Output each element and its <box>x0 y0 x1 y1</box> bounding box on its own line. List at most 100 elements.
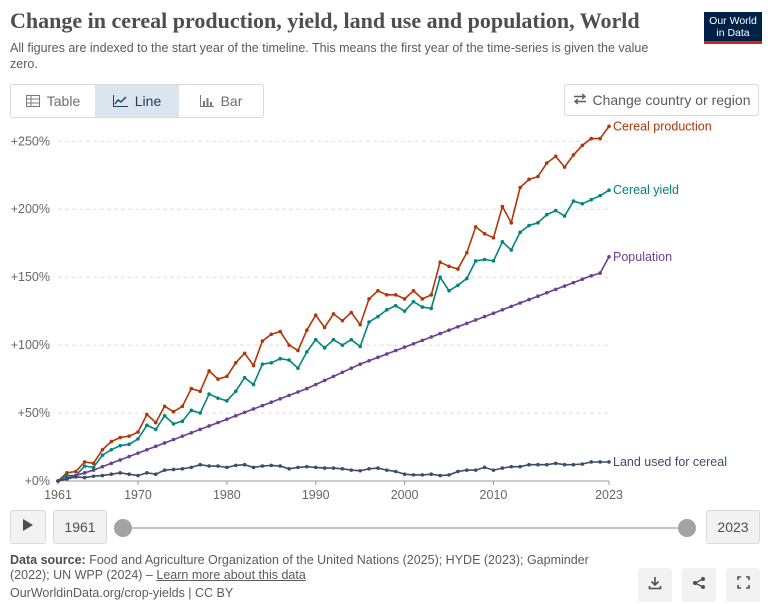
change-country-label: Change country or region <box>592 92 751 108</box>
data-point <box>393 469 398 474</box>
data-point <box>527 223 531 228</box>
tab-bar-label: Bar <box>220 93 243 109</box>
data-point <box>385 352 389 356</box>
data-point <box>118 471 123 475</box>
data-point <box>233 413 238 418</box>
owid-logo[interactable]: Our World in Data <box>704 12 762 44</box>
data-point <box>509 464 514 469</box>
data-point <box>553 154 558 159</box>
data-point <box>358 322 362 327</box>
data-point <box>527 462 531 467</box>
data-point <box>153 472 158 477</box>
data-point <box>331 312 336 316</box>
data-point <box>465 276 469 281</box>
data-point <box>127 434 131 438</box>
data-point <box>580 202 585 206</box>
data-point <box>598 136 602 141</box>
data-point <box>482 465 487 470</box>
data-point <box>171 409 176 414</box>
x-tick-label: 1961 <box>44 488 72 502</box>
data-point <box>447 288 451 293</box>
learn-more-link[interactable]: Learn more about this data <box>156 568 306 582</box>
data-point <box>589 460 594 464</box>
data-point <box>136 473 140 478</box>
data-point <box>340 370 345 375</box>
data-point <box>456 324 460 329</box>
data-point <box>296 366 300 371</box>
start-year-box[interactable]: 1961 <box>53 510 107 544</box>
data-point <box>278 396 282 401</box>
data-point <box>420 338 425 343</box>
data-point <box>393 303 398 308</box>
data-point <box>296 348 300 353</box>
data-point <box>456 267 460 271</box>
data-point <box>296 465 300 470</box>
data-point <box>402 345 407 349</box>
end-handle[interactable] <box>678 519 696 537</box>
series-line <box>57 461 609 482</box>
chart-subtitle: All figures are indexed to the start yea… <box>10 41 649 71</box>
change-country-button[interactable]: Change country or region <box>564 84 759 116</box>
data-point <box>109 472 114 477</box>
data-point <box>536 462 540 467</box>
series-line <box>57 125 610 482</box>
timeline-track[interactable] <box>124 527 687 529</box>
data-point <box>518 301 522 305</box>
data-point <box>251 363 256 368</box>
data-point <box>269 332 274 337</box>
fullscreen-button[interactable] <box>726 568 760 602</box>
share-icon <box>692 576 706 595</box>
data-point <box>65 473 69 478</box>
data-point <box>260 362 265 366</box>
data-point <box>198 411 202 415</box>
data-point <box>225 417 229 421</box>
data-point <box>491 235 496 240</box>
data-point <box>162 468 167 472</box>
data-point <box>127 454 131 459</box>
data-point <box>82 460 87 464</box>
x-tick-label: 1970 <box>124 488 152 502</box>
data-point <box>278 329 282 334</box>
y-tick-label: +0% <box>25 474 50 488</box>
data-point <box>225 374 229 379</box>
data-point <box>358 362 362 366</box>
data-point <box>313 337 318 342</box>
data-point <box>607 255 611 259</box>
data-point <box>207 369 211 373</box>
end-year-box[interactable]: 2023 <box>706 510 760 544</box>
data-point <box>136 451 140 455</box>
download-icon <box>648 576 662 595</box>
data-point <box>287 466 291 471</box>
data-point <box>544 212 549 217</box>
data-point <box>207 464 211 468</box>
start-handle[interactable] <box>114 519 132 537</box>
data-point <box>367 297 371 301</box>
data-point <box>562 214 567 218</box>
data-point <box>500 240 505 244</box>
data-point <box>518 230 522 235</box>
data-point <box>242 375 247 380</box>
data-point <box>100 464 105 469</box>
data-point <box>598 193 602 198</box>
data-point <box>411 288 416 293</box>
data-point <box>296 390 300 394</box>
tab-line[interactable]: Line <box>95 85 179 117</box>
data-point <box>73 475 78 479</box>
data-point <box>242 410 247 415</box>
data-point <box>447 264 451 269</box>
data-point <box>411 299 416 304</box>
tab-bar[interactable]: Bar <box>179 85 263 117</box>
data-point <box>153 444 158 449</box>
share-button[interactable] <box>682 568 716 602</box>
tab-table[interactable]: Table <box>11 85 95 117</box>
download-button[interactable] <box>638 568 672 602</box>
data-point <box>571 199 576 203</box>
data-point <box>429 472 434 477</box>
x-tick-label: 2010 <box>480 488 508 502</box>
data-point <box>349 337 354 342</box>
data-point <box>189 386 194 391</box>
play-button[interactable] <box>10 510 46 544</box>
data-point <box>331 374 336 379</box>
data-point <box>65 471 69 475</box>
data-point <box>287 343 291 347</box>
